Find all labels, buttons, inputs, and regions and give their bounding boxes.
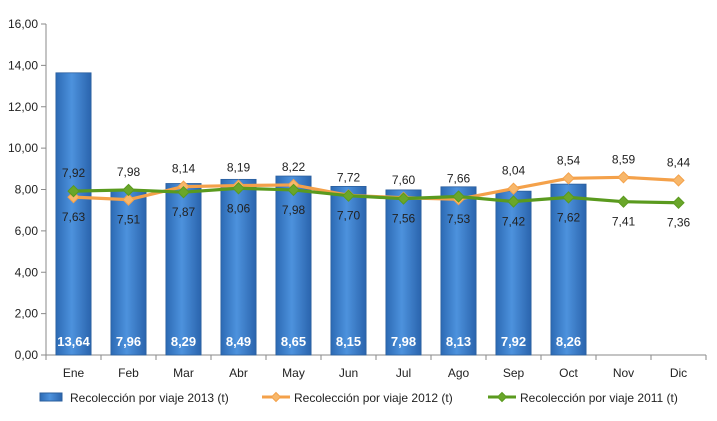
line-value-label: 7,70 bbox=[337, 209, 361, 223]
y-tick-label: 6,00 bbox=[15, 224, 39, 238]
y-tick-label: 12,00 bbox=[8, 100, 38, 114]
series-marker bbox=[397, 192, 410, 205]
legend: Recolección por viaje 2013 (t) Recolecció… bbox=[39, 391, 678, 405]
bar-value-label: 8,26 bbox=[556, 334, 581, 349]
series-marker bbox=[287, 183, 300, 197]
line-value-label: 7,92 bbox=[62, 166, 86, 180]
x-tick-label: Ene bbox=[63, 366, 85, 380]
y-tick-label: 14,00 bbox=[8, 58, 38, 72]
series-marker bbox=[122, 193, 135, 206]
line-series bbox=[67, 171, 685, 209]
line-value-label: 7,72 bbox=[337, 170, 361, 184]
data-labels: 13,64 7,96 8,29 8,49 8,65 8,15 7,98 8,13 7,92 8,2… bbox=[57, 152, 690, 349]
axes: 0,00 2,00 4,00 6,00 8,00 10,00 12,00 14,00 16,00… bbox=[8, 17, 707, 380]
x-tick-label: Jul bbox=[396, 366, 411, 380]
line-value-label: 7,60 bbox=[392, 173, 416, 187]
line-value-label: 7,98 bbox=[282, 203, 306, 217]
line-value-label: 8,44 bbox=[667, 155, 691, 169]
line-value-label: 8,06 bbox=[227, 201, 251, 215]
bar-value-label: 8,29 bbox=[171, 334, 196, 349]
line-value-label: 8,04 bbox=[502, 164, 526, 178]
series-marker bbox=[617, 195, 630, 208]
x-tick-label: May bbox=[282, 366, 305, 380]
bar bbox=[220, 178, 257, 356]
bar-value-label: 7,96 bbox=[116, 334, 141, 349]
x-tick-label: Dic bbox=[670, 366, 687, 380]
y-tick-label: 16,00 bbox=[8, 17, 38, 31]
x-tick-label: Nov bbox=[613, 366, 634, 380]
line-value-label: 7,62 bbox=[557, 210, 581, 224]
x-tick-label: Feb bbox=[118, 366, 139, 380]
line-value-label: 8,19 bbox=[227, 161, 251, 175]
line-value-label: 7,66 bbox=[447, 172, 471, 186]
bar bbox=[165, 183, 202, 356]
y-tick-label: 8,00 bbox=[15, 183, 39, 197]
bar bbox=[110, 189, 147, 356]
series-marker bbox=[507, 182, 520, 195]
line-value-label: 7,63 bbox=[62, 210, 86, 224]
line-value-label: 7,51 bbox=[117, 213, 141, 227]
x-tick-label: Oct bbox=[559, 366, 578, 380]
bar-value-label: 8,15 bbox=[336, 334, 361, 349]
series-marker bbox=[452, 190, 465, 203]
legend-label: Recolección por viaje 2012 (t) bbox=[294, 391, 453, 405]
bar-value-label: 13,64 bbox=[57, 334, 90, 349]
legend-label: Recolección por viaje 2013 (t) bbox=[70, 391, 229, 405]
legend-swatch bbox=[39, 392, 63, 402]
x-tick-label: Abr bbox=[229, 366, 248, 380]
y-tick-label: 0,00 bbox=[15, 348, 39, 362]
bar bbox=[330, 185, 367, 356]
series-marker bbox=[562, 191, 575, 204]
series-marker bbox=[342, 189, 355, 202]
bar-value-label: 8,65 bbox=[281, 334, 306, 349]
bar-value-label: 7,98 bbox=[391, 334, 416, 349]
bar-value-label: 8,49 bbox=[226, 334, 251, 349]
legend-marker bbox=[270, 391, 282, 403]
bar bbox=[550, 183, 587, 356]
line-value-label: 7,42 bbox=[502, 214, 526, 228]
bar-value-label: 7,92 bbox=[501, 334, 526, 349]
y-tick-label: 2,00 bbox=[15, 307, 39, 321]
series-marker bbox=[672, 174, 685, 187]
legend-label: Recolección por viaje 2011 (t) bbox=[520, 391, 678, 405]
line-value-label: 8,54 bbox=[557, 153, 581, 167]
series-line bbox=[73, 186, 679, 205]
series-marker bbox=[617, 171, 630, 184]
x-tick-label: Ago bbox=[448, 366, 470, 380]
line-value-label: 8,14 bbox=[172, 162, 196, 176]
bar bbox=[385, 189, 422, 356]
bar-series-2013 bbox=[55, 72, 587, 356]
series-marker bbox=[507, 195, 520, 208]
line-value-label: 7,41 bbox=[612, 215, 636, 229]
y-tick-label: 4,00 bbox=[15, 265, 39, 279]
y-tick-label: 10,00 bbox=[8, 141, 38, 155]
line-value-label: 7,56 bbox=[392, 212, 416, 226]
line-value-label: 8,59 bbox=[612, 152, 636, 166]
series-marker bbox=[177, 185, 190, 199]
series-marker bbox=[672, 196, 685, 209]
bar-value-label: 8,13 bbox=[446, 334, 471, 349]
x-tick-label: Jun bbox=[339, 366, 358, 380]
line-value-label: 7,36 bbox=[667, 216, 691, 230]
x-tick-label: Mar bbox=[173, 366, 194, 380]
bar bbox=[440, 186, 477, 356]
series-marker bbox=[232, 182, 245, 195]
line-value-label: 7,53 bbox=[447, 212, 471, 226]
x-tick-label: Sep bbox=[503, 366, 525, 380]
bar bbox=[275, 175, 312, 356]
line-value-label: 7,98 bbox=[117, 165, 141, 179]
series-marker bbox=[122, 183, 135, 197]
bar bbox=[495, 190, 532, 356]
series-marker bbox=[67, 184, 80, 198]
legend-marker bbox=[496, 391, 508, 403]
line-value-label: 7,87 bbox=[172, 205, 196, 219]
series-marker bbox=[562, 172, 575, 185]
bar bbox=[55, 72, 92, 356]
line-value-label: 8,22 bbox=[282, 160, 306, 174]
